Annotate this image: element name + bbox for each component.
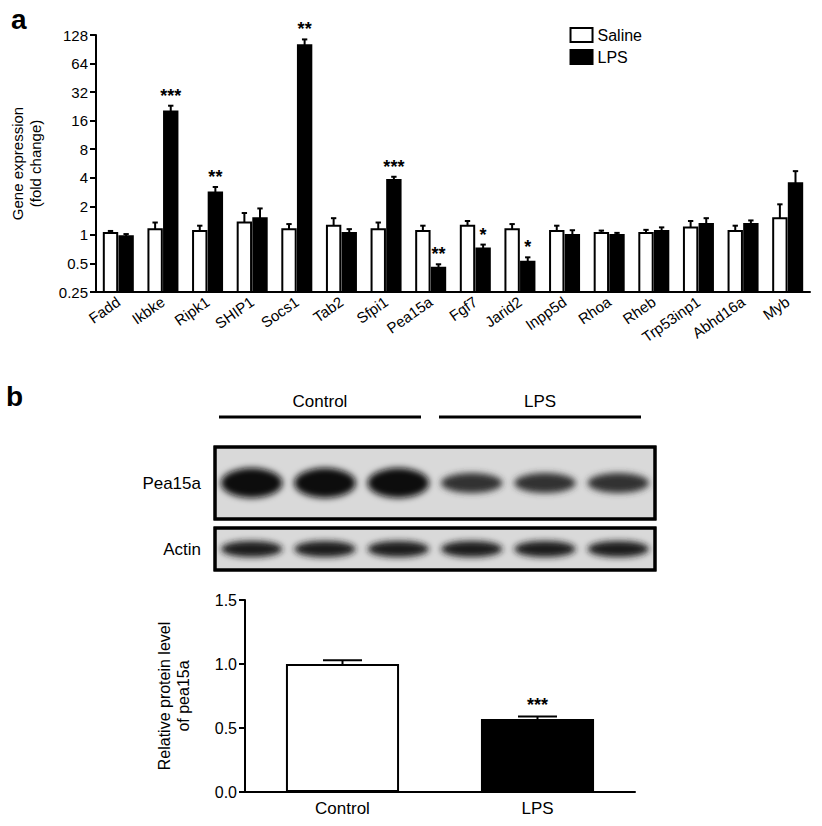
svg-text:0.5: 0.5: [215, 720, 237, 737]
svg-text:Trp53inp1: Trp53inp1: [639, 293, 704, 345]
svg-text:Abhd16a: Abhd16a: [689, 293, 748, 342]
svg-text:Tab2: Tab2: [310, 293, 346, 326]
svg-text:0.25: 0.25: [59, 284, 88, 301]
svg-text:Pea15a: Pea15a: [142, 474, 201, 493]
svg-text:Fadd: Fadd: [85, 293, 123, 327]
svg-text:Control: Control: [293, 392, 348, 411]
svg-text:Myb: Myb: [760, 293, 793, 323]
svg-text:Pea15a: Pea15a: [383, 293, 436, 337]
svg-text:SHIP1: SHIP1: [212, 293, 257, 332]
svg-text:Ikbke: Ikbke: [129, 293, 168, 328]
svg-text:a: a: [11, 4, 27, 35]
svg-text:***: ***: [383, 157, 404, 177]
html-text:b: b: [6, 381, 24, 412]
svg-text:Rheb: Rheb: [619, 293, 659, 328]
svg-text:Rhoa: Rhoa: [575, 293, 615, 328]
svg-text:LPS: LPS: [521, 799, 553, 818]
svg-text:***: ***: [160, 86, 181, 106]
svg-text:Jarid2: Jarid2: [482, 293, 525, 330]
svg-text:*: *: [480, 225, 487, 245]
svg-text:**: **: [431, 244, 445, 264]
svg-text:128: 128: [63, 27, 88, 44]
svg-text:Actin: Actin: [163, 540, 201, 559]
svg-text:8: 8: [80, 141, 88, 158]
svg-text:**: **: [298, 19, 312, 39]
svg-text:Fgf7: Fgf7: [446, 293, 480, 324]
svg-text:Control: Control: [315, 799, 370, 818]
svg-text:Ripk1: Ripk1: [171, 293, 212, 329]
svg-text:Saline: Saline: [598, 27, 643, 44]
svg-text:*: *: [524, 237, 531, 257]
svg-text:(fold change): (fold change): [27, 120, 44, 208]
svg-text:Relative protein level: Relative protein level: [156, 622, 173, 771]
svg-text:16: 16: [71, 112, 88, 129]
svg-text:of pea15a: of pea15a: [175, 660, 192, 731]
svg-text:***: ***: [527, 695, 548, 715]
svg-text:LPS: LPS: [524, 392, 556, 411]
svg-text:0.5: 0.5: [67, 255, 88, 272]
svg-text:Socs1: Socs1: [258, 293, 302, 331]
svg-text:Gene expression: Gene expression: [9, 107, 26, 220]
svg-text:Inpp5d: Inpp5d: [522, 293, 569, 333]
svg-text:1.5: 1.5: [215, 592, 237, 609]
svg-text:0.0: 0.0: [215, 784, 237, 801]
svg-text:32: 32: [71, 84, 88, 101]
svg-text:2: 2: [80, 198, 88, 215]
svg-text:1: 1: [80, 226, 88, 243]
svg-text:4: 4: [80, 169, 88, 186]
svg-text:64: 64: [71, 55, 88, 72]
svg-text:Sfpi1: Sfpi1: [353, 293, 391, 327]
svg-text:1.0: 1.0: [215, 656, 237, 673]
svg-text:**: **: [208, 167, 222, 187]
svg-text:LPS: LPS: [598, 49, 628, 66]
